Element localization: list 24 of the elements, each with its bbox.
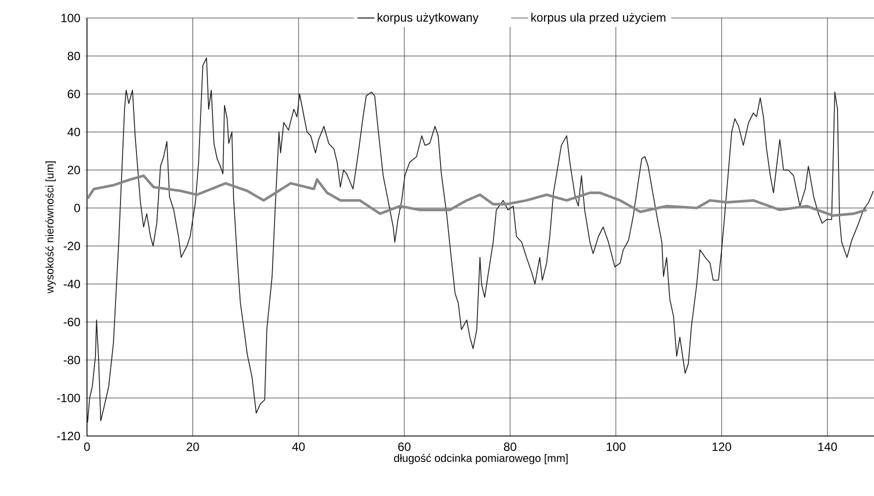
x-tick-label: 80: [504, 442, 516, 451]
y-tick-label: 80: [68, 52, 80, 60]
y-tick-label: -60: [64, 318, 80, 326]
x-tick-label: 60: [398, 442, 411, 451]
y-axis-title: wysokość nierówności [um]: [45, 161, 56, 294]
y-tick-label: 40: [67, 128, 80, 136]
y-tick-label: -20: [64, 242, 80, 250]
y-tick-label: 20: [68, 166, 80, 174]
y-tick-label: -80: [64, 356, 80, 364]
y-tick-label: 100: [61, 14, 80, 22]
y-tick-label: -40: [64, 280, 80, 288]
x-tick-label: 40: [292, 442, 305, 451]
x-tick-label: 100: [606, 442, 626, 451]
y-tick-label: 0: [74, 204, 80, 212]
y-tick-label: -100: [57, 394, 80, 402]
x-tick-label: 140: [818, 442, 837, 451]
legend-label: korpus użytkowany: [378, 12, 479, 24]
y-tick-label: 60: [68, 90, 80, 98]
x-tick-label: 0: [84, 442, 90, 451]
x-tick-label: 120: [712, 442, 732, 451]
x-tick-label: 20: [186, 442, 199, 451]
x-axis-title: długość odcinka pomiarowego [mm]: [394, 454, 568, 464]
legend-label: korpus ula przed użyciem: [531, 12, 666, 24]
y-tick-label: -120: [57, 432, 80, 440]
